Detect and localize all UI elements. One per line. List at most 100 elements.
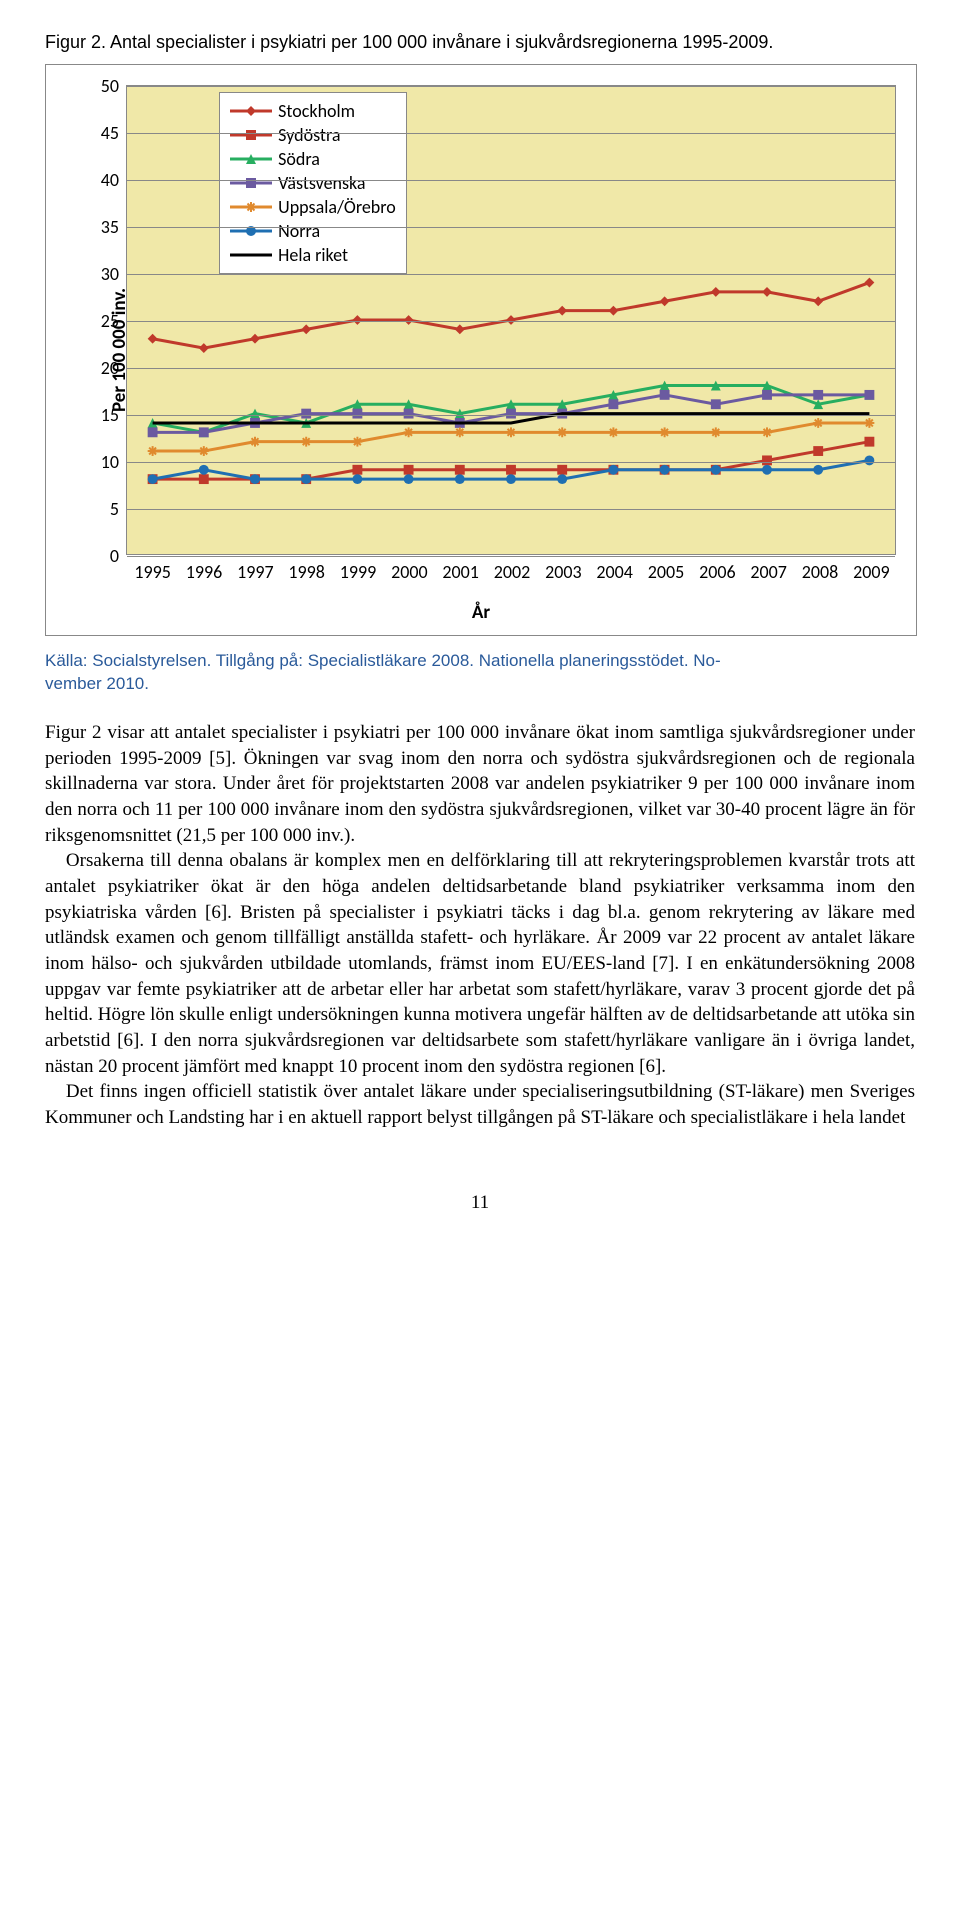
series-marker — [762, 456, 772, 466]
gridline — [127, 133, 895, 134]
series-marker — [301, 409, 311, 419]
series-marker — [711, 287, 721, 297]
x-tick-label: 2005 — [648, 554, 685, 584]
gridline — [127, 180, 895, 181]
source-text-1: Källa: Socialstyrelsen. Tillgång på: Spe… — [45, 651, 721, 670]
series-marker — [506, 315, 516, 325]
series-marker — [352, 409, 362, 419]
series-marker — [762, 428, 772, 438]
series-marker — [301, 474, 311, 484]
gridline — [127, 321, 895, 322]
series-marker — [711, 465, 721, 475]
series-marker — [660, 465, 670, 475]
y-tick-label: 20 — [101, 356, 127, 380]
series-marker — [199, 446, 209, 456]
series-marker — [506, 474, 516, 484]
legend-label: Västsvenska — [278, 171, 365, 195]
source-line: Källa: Socialstyrelsen. Tillgång på: Spe… — [45, 650, 915, 696]
legend-swatch — [230, 125, 272, 145]
x-tick-label: 2002 — [494, 554, 531, 584]
x-tick-label: 1995 — [134, 554, 171, 584]
x-tick-label: 1998 — [288, 554, 325, 584]
series-marker — [148, 474, 158, 484]
legend-swatch — [230, 101, 272, 121]
legend-row: Västsvenska — [230, 171, 396, 195]
gridline — [127, 227, 895, 228]
series-marker — [557, 474, 567, 484]
series-marker — [455, 465, 465, 475]
legend-row: Stockholm — [230, 99, 396, 123]
gridline — [127, 509, 895, 510]
legend-label: Sydöstra — [278, 123, 340, 147]
series-marker — [506, 409, 516, 419]
series-marker — [506, 465, 516, 475]
series-marker — [352, 315, 362, 325]
series-marker — [352, 437, 362, 447]
legend-label: Södra — [278, 147, 320, 171]
y-tick-label: 35 — [101, 215, 127, 239]
page-number: 11 — [45, 1190, 915, 1216]
body-text: Figur 2 visar att antalet specialister i… — [45, 720, 915, 1130]
series-marker — [864, 418, 874, 428]
y-tick-label: 30 — [101, 262, 127, 286]
body-paragraph-2: Orsakerna till denna obalans är komplex … — [45, 848, 915, 1079]
legend: StockholmSydöstraSödraVästsvenskaUppsala… — [219, 92, 407, 274]
legend-label: Stockholm — [278, 99, 355, 123]
y-tick-label: 5 — [110, 497, 127, 521]
legend-swatch — [230, 245, 272, 265]
series-marker — [608, 428, 618, 438]
series-marker — [455, 474, 465, 484]
legend-swatch — [230, 173, 272, 193]
series-marker — [199, 343, 209, 353]
legend-label: Uppsala/Örebro — [278, 195, 396, 219]
series-marker — [250, 334, 260, 344]
series-marker — [301, 325, 311, 335]
series-marker — [404, 428, 414, 438]
body-paragraph-3: Det finns ingen officiell statistik över… — [45, 1079, 915, 1130]
series-marker — [404, 474, 414, 484]
series-marker — [557, 428, 567, 438]
legend-row: Sydöstra — [230, 123, 396, 147]
legend-row: Norra — [230, 219, 396, 243]
source-text-2: vember 2010. — [45, 674, 149, 693]
gridline — [127, 368, 895, 369]
x-tick-label: 2007 — [750, 554, 787, 584]
series-marker — [404, 409, 414, 419]
x-tick-label: 1996 — [186, 554, 223, 584]
series-marker — [762, 390, 772, 400]
gridline — [127, 274, 895, 275]
x-tick-label: 2006 — [699, 554, 736, 584]
x-tick-label: 2009 — [853, 554, 890, 584]
series-marker — [864, 437, 874, 447]
series-marker — [813, 446, 823, 456]
series-marker — [813, 465, 823, 475]
series-marker — [660, 428, 670, 438]
series-marker — [148, 428, 158, 438]
legend-swatch — [230, 221, 272, 241]
gridline — [127, 462, 895, 463]
x-tick-label: 2000 — [391, 554, 428, 584]
legend-swatch — [230, 197, 272, 217]
series-marker — [660, 297, 670, 307]
series-marker — [711, 428, 721, 438]
series-marker — [199, 474, 209, 484]
plot-area: StockholmSydöstraSödraVästsvenskaUppsala… — [126, 85, 896, 555]
series-marker — [455, 325, 465, 335]
series-marker — [813, 297, 823, 307]
gridline — [127, 86, 895, 87]
series-marker — [557, 306, 567, 316]
y-tick-label: 10 — [101, 450, 127, 474]
legend-label: Hela riket — [278, 243, 348, 267]
legend-row: Uppsala/Örebro — [230, 195, 396, 219]
series-marker — [813, 418, 823, 428]
figure-caption: Figur 2. Antal specialister i psykiatri … — [45, 30, 915, 54]
series-marker — [352, 465, 362, 475]
series-marker — [608, 306, 618, 316]
x-axis-label: År — [472, 600, 490, 626]
y-tick-label: 0 — [110, 544, 127, 568]
series-marker — [813, 390, 823, 400]
x-tick-label: 2008 — [802, 554, 839, 584]
legend-row: Södra — [230, 147, 396, 171]
y-tick-label: 15 — [101, 403, 127, 427]
gridline — [127, 415, 895, 416]
